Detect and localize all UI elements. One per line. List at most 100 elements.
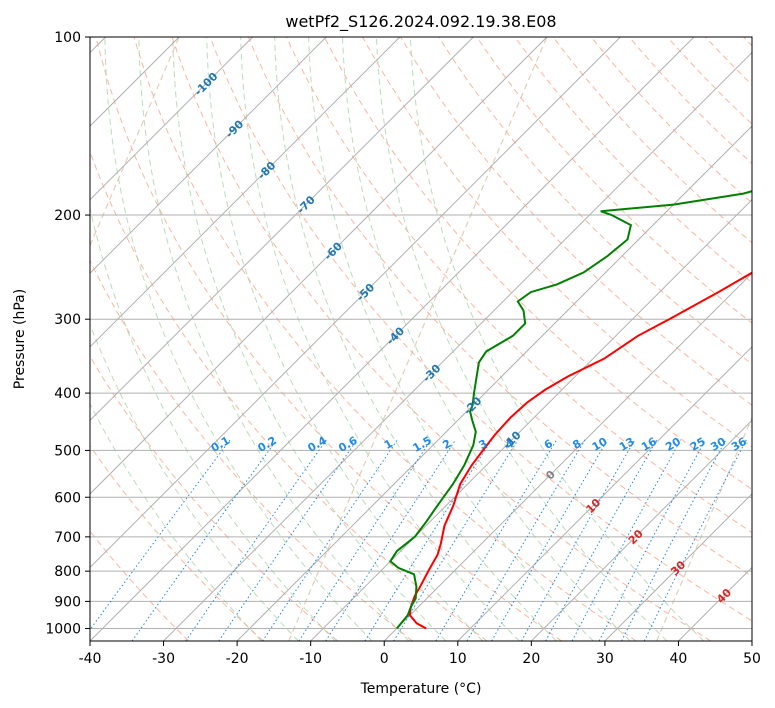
isotherm-line — [678, 566, 752, 641]
mixing-ratio-line — [298, 439, 432, 641]
mixing-ratio-label: 30 — [708, 435, 728, 454]
dry-adiabat-line — [90, 355, 339, 641]
mixing-ratio-label: 25 — [688, 435, 708, 454]
mixing-ratio-line — [545, 439, 658, 641]
x-tick-label: -30 — [152, 651, 175, 667]
mixing-ratio-line — [435, 439, 558, 641]
dry-adiabat-line — [324, 37, 752, 490]
x-tick-label: -20 — [226, 651, 249, 667]
mixing-ratio-line — [598, 439, 706, 641]
dry-adiabat-line — [705, 37, 752, 86]
isotherm-line — [90, 37, 327, 274]
dry-adiabat-line — [171, 37, 712, 641]
dry-adiabat-line — [552, 37, 752, 244]
moist-adiabat-line — [138, 37, 410, 641]
mixing-ratio-line — [325, 439, 457, 641]
dry-adiabat-line — [90, 259, 413, 641]
isotherm-label: -100 — [192, 70, 221, 99]
isotherm-line — [90, 37, 621, 569]
y-tick-label: 600 — [54, 490, 81, 506]
moist-adiabat-line — [376, 37, 668, 641]
dry-adiabat-line — [285, 37, 752, 534]
mixing-ratio-line — [393, 439, 519, 641]
moist-adiabat-line — [240, 37, 520, 641]
mixing-ratio-label: 0.1 — [209, 434, 232, 455]
isotherm-line — [90, 37, 548, 495]
dry-adiabat-line — [743, 37, 752, 47]
mixing-ratio-line — [643, 439, 747, 641]
isotherm-line — [90, 37, 695, 641]
mixing-ratio-label: 10 — [590, 435, 610, 454]
dry-adiabat-line — [95, 37, 562, 641]
y-tick-label: 300 — [54, 312, 81, 328]
moist-adiabat-line — [308, 37, 594, 641]
mixing-ratio-line — [364, 439, 493, 641]
mixing-ratio-line — [185, 439, 327, 641]
y-tick-label: 400 — [54, 386, 81, 402]
x-tick-label: 10 — [449, 651, 467, 667]
mixing-ratio-line — [131, 439, 278, 641]
dry-adiabat-line — [90, 444, 264, 641]
mixing-ratio-line — [521, 439, 636, 641]
dry-adiabat-line — [476, 37, 752, 324]
mixing-ratio-label: 0.6 — [336, 434, 360, 455]
mixing-ratio-label: 0.4 — [305, 434, 329, 455]
moist-adiabat-line — [90, 323, 299, 641]
temperature-profile-line — [408, 271, 752, 630]
moist-adiabat-line — [409, 37, 705, 641]
isotherm-line — [457, 346, 752, 641]
dry-adiabat-line — [90, 150, 488, 641]
x-axis-title: Temperature (°C) — [360, 681, 482, 697]
y-tick-label: 800 — [54, 564, 81, 580]
moist-adiabat-line — [104, 37, 373, 641]
isotherm-line — [163, 51, 752, 641]
moist-adiabat-line — [172, 37, 447, 641]
mixing-ratio-line — [466, 439, 586, 641]
x-tick-label: -40 — [79, 651, 102, 667]
y-tick-label: 200 — [54, 208, 81, 224]
x-tick-label: 50 — [743, 651, 761, 667]
y-tick-label: 500 — [54, 443, 81, 459]
isotherm-line — [751, 640, 752, 641]
grid-layer — [90, 37, 752, 641]
x-tick-label: -10 — [299, 651, 322, 667]
dry-adiabat-line — [247, 37, 752, 577]
isotherm-line — [383, 272, 752, 641]
x-tick-label: 30 — [596, 651, 614, 667]
dry-adiabat-line — [90, 530, 190, 641]
dry-adiabat-line — [400, 37, 752, 406]
moist-adiabat-line — [274, 37, 557, 641]
dry-adiabat-line — [628, 37, 752, 165]
plot-frame — [89, 36, 753, 642]
isotherm-line — [236, 125, 752, 641]
series-layer — [388, 190, 752, 630]
chart-title: wetPf2_S126.2024.092.19.38.E08 — [285, 12, 556, 32]
moist-adiabat-line — [90, 402, 262, 641]
axis-layer: -40 -30 -20 -10 0 10 20 30 40 5010020030040050060… — [45, 30, 761, 667]
mixing-ratio-line — [491, 439, 609, 641]
mixing-ratio-label: 6 — [542, 437, 555, 452]
mixing-ratio-label: 20 — [663, 435, 683, 454]
mixing-ratio-line — [90, 439, 231, 631]
isotherm-line — [90, 37, 254, 201]
mixing-ratio-line — [262, 439, 398, 641]
dry-adiabat-line — [209, 37, 752, 622]
dry-adiabat-line — [590, 37, 752, 204]
moist-adiabat-line — [206, 37, 484, 641]
dewpoint-profile-line — [388, 190, 752, 630]
dry-adiabat-line — [514, 37, 752, 284]
y-tick-label: 1000 — [45, 621, 81, 637]
mixing-ratio-line — [218, 439, 358, 641]
mixing-ratio-label: 16 — [639, 435, 659, 454]
mixing-ratio-label: 1.5 — [410, 434, 433, 455]
y-tick-label: 100 — [54, 30, 81, 46]
isotherm-line — [530, 419, 752, 641]
mixing-ratio-label: 2 — [440, 437, 453, 452]
y-tick-label: 900 — [54, 594, 81, 610]
isotherm-line — [90, 37, 401, 348]
mixing-ratio-label: 36 — [729, 435, 749, 454]
dry-adiabat-line — [133, 37, 637, 641]
mixing-ratio-label: 1 — [382, 437, 395, 452]
y-tick-label: 700 — [54, 530, 81, 546]
